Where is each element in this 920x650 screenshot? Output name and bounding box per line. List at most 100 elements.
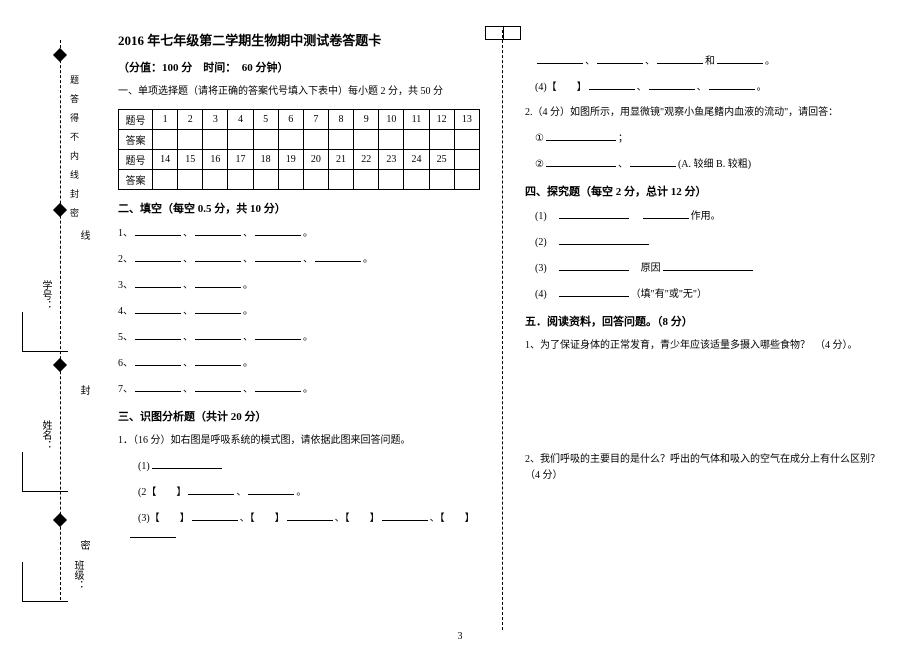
s5-q1: 1、为了保证身体的正常发育，青少年应该适量多摄入哪些食物？ （4 分）。 bbox=[525, 338, 887, 354]
fill-line: 7、、、。 bbox=[118, 381, 480, 398]
q3-2-1: ①； bbox=[535, 130, 887, 147]
answer-cell bbox=[278, 130, 303, 150]
answer-cell: 9 bbox=[354, 110, 379, 130]
row-label: 题号 bbox=[119, 150, 153, 170]
fill-line: 3、、。 bbox=[118, 277, 480, 294]
column-divider bbox=[502, 30, 503, 630]
fill-line: 4、、。 bbox=[118, 303, 480, 320]
page-number: 3 bbox=[458, 631, 463, 642]
answer-cell bbox=[454, 130, 479, 150]
q3-1-3: (3)【 】、【 】、【 】、【 】 bbox=[128, 510, 480, 544]
answer-cell bbox=[404, 170, 429, 190]
page-code-box bbox=[485, 26, 521, 40]
answer-cell bbox=[454, 150, 479, 170]
field-id: 学号： bbox=[20, 280, 70, 352]
answer-cell: 25 bbox=[429, 150, 454, 170]
answer-cell: 12 bbox=[429, 110, 454, 130]
answer-cell bbox=[328, 170, 353, 190]
answer-cell: 3 bbox=[203, 110, 228, 130]
fill-line: 5、、、。 bbox=[118, 329, 480, 346]
binding-mark: 题答得不内线封密 bbox=[68, 75, 81, 227]
answer-cell bbox=[454, 170, 479, 190]
diamond-icon bbox=[53, 203, 67, 217]
section3-title: 三、识图分析题（共计 20 分） bbox=[118, 408, 480, 424]
answer-cell bbox=[303, 170, 328, 190]
answer-cell: 22 bbox=[354, 150, 379, 170]
answer-cell: 15 bbox=[178, 150, 203, 170]
answer-cell bbox=[203, 130, 228, 150]
s4-1: (1) 作用。 bbox=[535, 208, 887, 225]
diamond-icon bbox=[53, 358, 67, 372]
answer-cell bbox=[253, 170, 278, 190]
answer-cell: 10 bbox=[379, 110, 404, 130]
answer-cell: 18 bbox=[253, 150, 278, 170]
s4-2: (2) bbox=[535, 234, 887, 251]
field-class: 班级： bbox=[20, 560, 85, 602]
answer-cell bbox=[379, 170, 404, 190]
answer-cell bbox=[178, 130, 203, 150]
page-title: 2016 年七年级第二学期生物期中测试卷答题卡 bbox=[118, 30, 480, 49]
answer-cell: 2 bbox=[178, 110, 203, 130]
binding-big-char: 线 bbox=[76, 230, 91, 244]
fill-line: 1、、、。 bbox=[118, 225, 480, 242]
answer-cell bbox=[153, 170, 178, 190]
answer-cell bbox=[178, 170, 203, 190]
answer-cell bbox=[228, 130, 253, 150]
answer-cell: 20 bbox=[303, 150, 328, 170]
answer-cell bbox=[354, 130, 379, 150]
answer-cell bbox=[303, 130, 328, 150]
fill-line: 6、、。 bbox=[118, 355, 480, 372]
q3-1-2: (2【 】、。 bbox=[128, 484, 480, 501]
s4-3: (3) 原因 bbox=[535, 260, 887, 277]
row-label: 答案 bbox=[119, 130, 153, 150]
s4-4: (4) （填"有"或"无"） bbox=[535, 286, 887, 303]
answer-cell bbox=[228, 170, 253, 190]
answer-cell bbox=[354, 170, 379, 190]
answer-cell: 1 bbox=[153, 110, 178, 130]
answer-cell: 21 bbox=[328, 150, 353, 170]
answer-cell bbox=[278, 170, 303, 190]
answer-cell: 14 bbox=[153, 150, 178, 170]
answer-cell bbox=[203, 170, 228, 190]
answer-cell: 4 bbox=[228, 110, 253, 130]
q3-1: 1．（16 分）如右图是呼吸系统的模式图，请依据此图来回答问题。 bbox=[118, 433, 480, 449]
answer-cell: 7 bbox=[303, 110, 328, 130]
q3-1-1: (1) bbox=[128, 458, 480, 475]
binding-big-char: 密 bbox=[76, 540, 91, 554]
section2-title: 二、填空（每空 0.5 分，共 10 分） bbox=[118, 200, 480, 216]
answer-cell: 6 bbox=[278, 110, 303, 130]
q3-2: 2.（4 分）如图所示，用显微镜"观察小鱼尾鳍内血液的流动"，请回答： bbox=[525, 105, 887, 121]
answer-cell: 16 bbox=[203, 150, 228, 170]
answer-cell bbox=[404, 130, 429, 150]
answer-cell: 5 bbox=[253, 110, 278, 130]
answer-cell bbox=[253, 130, 278, 150]
q3-1-3b: 、、和。 bbox=[535, 53, 887, 70]
left-column: 2016 年七年级第二学期生物期中测试卷答题卡 （分值：100 分 时间： 60… bbox=[100, 30, 498, 630]
answer-cell bbox=[429, 130, 454, 150]
answer-cell: 8 bbox=[328, 110, 353, 130]
row-label: 答案 bbox=[119, 170, 153, 190]
q3-1-4: (4)【 】、、。 bbox=[535, 79, 887, 96]
answer-cell: 23 bbox=[379, 150, 404, 170]
answer-table-1: 题号12345678910111213 答案 题号141516171819202… bbox=[118, 109, 480, 190]
right-column: 、、和。 (4)【 】、、。 2.（4 分）如图所示，用显微镜"观察小鱼尾鳍内血… bbox=[507, 30, 905, 630]
field-name: 姓名： bbox=[20, 420, 70, 492]
diamond-icon bbox=[53, 48, 67, 62]
diamond-icon bbox=[53, 513, 67, 527]
binding-big-char: 封 bbox=[76, 385, 91, 399]
answer-cell bbox=[328, 130, 353, 150]
binding-strip: 密 封 线 题答得不内线封密 班级： 姓名： 学号： bbox=[18, 40, 88, 600]
fill-line: 2、、、、。 bbox=[118, 251, 480, 268]
answer-cell bbox=[153, 130, 178, 150]
answer-cell bbox=[379, 130, 404, 150]
answer-cell: 13 bbox=[454, 110, 479, 130]
q3-2-2: ②、(A. 较细 B. 较粗) bbox=[535, 156, 887, 173]
answer-cell: 11 bbox=[404, 110, 429, 130]
content-area: 2016 年七年级第二学期生物期中测试卷答题卡 （分值：100 分 时间： 60… bbox=[100, 30, 905, 630]
answer-cell: 17 bbox=[228, 150, 253, 170]
answer-cell: 19 bbox=[278, 150, 303, 170]
section5-title: 五．阅读资料，回答问题。（8 分） bbox=[525, 313, 887, 329]
section1-title: 一、单项选择题（请将正确的答案代号填入下表中）每小题 2 分，共 50 分 bbox=[118, 84, 480, 100]
answer-cell: 24 bbox=[404, 150, 429, 170]
subtitle: （分值：100 分 时间： 60 分钟） bbox=[118, 59, 480, 75]
